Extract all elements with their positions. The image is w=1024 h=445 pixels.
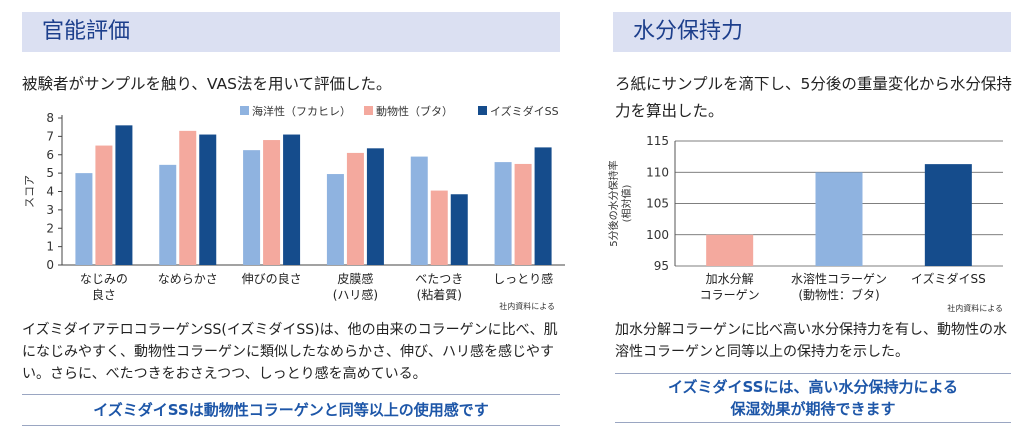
conclusion-line-1: イズミダイSSには、高い水分保持力による — [667, 378, 959, 396]
y-tick-label: 4 — [46, 185, 54, 199]
x-tick-label: なじみの — [80, 272, 128, 286]
y-tick-label: 100 — [646, 228, 669, 242]
x-tick-label: べたつき — [415, 272, 463, 286]
x-tick-label: しっとり感 — [493, 271, 553, 286]
bar — [366, 148, 384, 265]
y-tick-label: 105 — [646, 197, 669, 211]
bar — [450, 194, 468, 265]
y-axis-label: スコア — [23, 175, 36, 208]
conclusion-line-2: 保湿効果が期待できます — [730, 400, 896, 418]
y-tick-label: 2 — [46, 221, 54, 235]
legend-swatch — [240, 106, 249, 115]
conclusion-banner: イズミダイSSは動物性コラーゲンと同等以上の使用感です — [22, 394, 560, 426]
bar — [95, 145, 113, 265]
sensory-evaluation-panel: 官能評価 被験者がサンプルを触り、VAS法を用いて評価した。 0 1 2 3 4 5 6 7 8… — [22, 12, 565, 426]
bar — [514, 163, 532, 265]
y-tick-label: 95 — [654, 259, 669, 273]
y-tick-label: 8 — [46, 111, 54, 125]
result-description: イズミダイアテロコラーゲンSS(イズミダイSS)は、他の由来のコラーゲンに比べ、… — [22, 322, 558, 382]
bar — [283, 134, 301, 265]
x-tick-label: イズミダイSS — [911, 271, 986, 286]
legend-label: 動物性（ブタ） — [376, 104, 453, 118]
y-tick-label: 5 — [46, 166, 54, 180]
x-tick-label: 皮膜感 — [337, 271, 373, 286]
bar — [346, 152, 364, 265]
bar — [179, 130, 197, 265]
bar — [75, 173, 93, 265]
x-tick-label: (ハリ感) — [333, 287, 378, 302]
result-description: 加水分解コラーゲンに比べ高い水分保持力を有し、動物性の水溶性コラーゲンと同等以上… — [615, 322, 1007, 360]
legend-swatch — [364, 106, 373, 115]
y-tick-label: 3 — [46, 203, 54, 217]
x-tick-label: 加水分解 — [706, 272, 754, 286]
bar — [534, 147, 552, 265]
x-tick-label: (粘着質) — [417, 287, 462, 302]
x-tick-label: 水溶性コラーゲン — [791, 271, 887, 286]
bar — [410, 156, 428, 265]
y-tick-label: 110 — [646, 165, 669, 179]
section-heading: 水分保持力 — [613, 12, 1011, 52]
conclusion-banner: イズミダイSSには、高い水分保持力による 保湿効果が期待できます — [615, 373, 1011, 423]
y-tick-label: 7 — [46, 129, 54, 143]
method-description: ろ紙にサンプルを滴下し、5分後の重量変化から水分保持力を算出した。 — [615, 75, 1012, 120]
x-tick-label: なめらかさ — [158, 272, 218, 286]
bar — [199, 134, 217, 265]
legend-label: 海洋性（フカヒレ） — [252, 104, 351, 118]
legend-label: イズミダイSS — [490, 104, 559, 118]
bar — [430, 190, 448, 265]
section-heading: 官能評価 — [22, 12, 560, 52]
water-retention-panel: 水分保持力 ろ紙にサンプルを滴下し、5分後の重量変化から水分保持力を算出した。 … — [595, 0, 1024, 445]
bar — [243, 150, 261, 265]
sensory-bar-chart: 0 1 2 3 4 5 6 7 8 スコア 海洋性（フカヒレ） 動物性（ブタ） イズミダイSS なじみの良… — [23, 104, 565, 311]
bar — [706, 234, 754, 266]
y-tick-label: 1 — [46, 240, 54, 254]
bar — [326, 174, 344, 265]
source-note: 社内資料による — [499, 301, 555, 311]
bar — [924, 164, 972, 266]
x-tick-label: (動物性：ブタ) — [798, 287, 879, 302]
bar — [159, 164, 177, 265]
bar — [263, 140, 281, 265]
y-tick-label: 6 — [46, 148, 54, 162]
bar — [115, 125, 133, 265]
y-axis-label: (相対値) — [620, 185, 633, 223]
x-tick-label: コラーゲン — [700, 288, 760, 302]
x-tick-label: 良さ — [92, 287, 116, 302]
water-retention-bar-chart: 95 100 105 110 115 5分後の水分保持率 (相対値) 加水分解コラーゲン 水溶性… — [607, 134, 1003, 313]
source-note: 社内資料による — [947, 303, 1003, 313]
y-axis-label: 5分後の水分保持率 — [607, 160, 620, 246]
method-description: 被験者がサンプルを触り、VAS法を用いて評価した。 — [22, 75, 392, 93]
y-tick-label: 115 — [646, 134, 669, 148]
bar — [815, 172, 863, 266]
bar — [494, 162, 512, 265]
x-tick-label: 伸びの良さ — [242, 271, 302, 286]
y-tick-label: 0 — [46, 258, 54, 272]
legend-swatch — [478, 106, 487, 115]
